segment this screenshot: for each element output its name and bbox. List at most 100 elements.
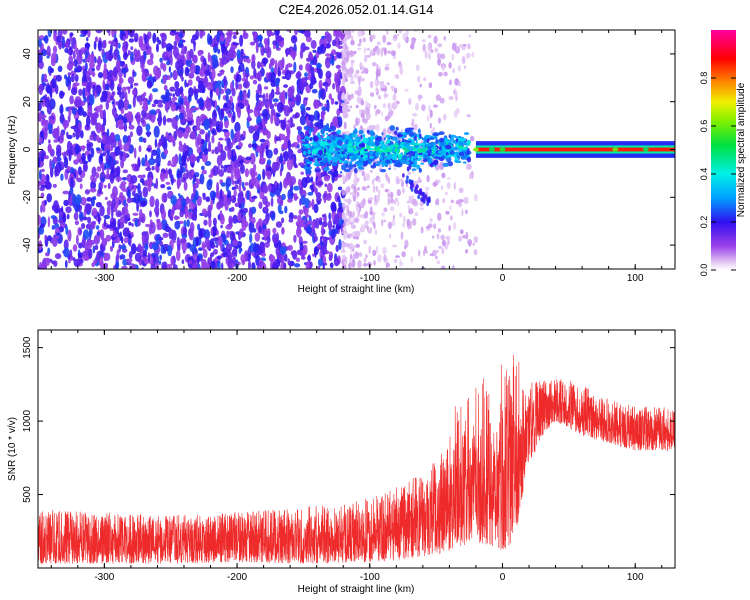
spectrogram-noise-cell (208, 64, 212, 72)
x-tick-label: -200 (227, 273, 247, 284)
spectrogram-noise-cell (140, 200, 147, 207)
spectrogram-noise-cell (128, 221, 132, 226)
spectrogram-noise-cell (145, 167, 152, 172)
spectrogram-faint-cell (364, 106, 370, 115)
spectrogram-faint-cell (363, 119, 368, 124)
spectrogram-noise-cell (127, 76, 134, 85)
spectrogram-noise-cell (297, 178, 302, 187)
spectrogram-noise-cell (52, 156, 58, 164)
spectrogram-faint-cell (361, 78, 365, 82)
spectrogram-noise-cell (287, 119, 291, 124)
spectrogram-faint-cell (381, 212, 385, 217)
spectrogram-noise-cell (189, 153, 196, 164)
spectrogram-faint-cell (435, 198, 440, 206)
spectrogram-faint-cell (411, 41, 415, 50)
spectrogram-signal-cell (458, 152, 464, 157)
spectrogram-noise-cell (211, 135, 215, 144)
spectrogram-noise-cell (181, 154, 186, 166)
spectrogram-faint-cell (341, 92, 346, 100)
spectrogram-noise-cell (116, 91, 122, 96)
spectrogram-noise-cell (130, 51, 134, 63)
spectrogram-noise-cell (57, 219, 64, 224)
spectrogram-faint-cell (395, 255, 400, 258)
spectrogram-faint-cell (433, 104, 438, 108)
spectrogram-noise-cell (295, 112, 300, 118)
spectrogram-faint-cell (360, 214, 363, 218)
spectrogram-noise-cell (242, 207, 249, 214)
spectrogram-faint-cell (392, 93, 397, 101)
spectrogram-noise-cell (76, 177, 83, 183)
spectrogram-noise-cell (103, 109, 106, 120)
spectrogram-noise-cell (297, 148, 302, 154)
spectrogram-signal-cell (380, 169, 387, 173)
spectrogram-noise-cell (161, 41, 167, 49)
colorbar-tick-label: 0.8 (699, 72, 709, 85)
spectrogram-signal-cell (407, 150, 415, 157)
x-tick-label: -100 (360, 572, 380, 583)
spectrogram-noise-cell (247, 115, 251, 122)
spectrogram-noise-cell (97, 40, 103, 52)
spectrogram-noise-cell (260, 45, 265, 56)
spectrogram-faint-cell (362, 37, 367, 43)
spectrogram-faint-cell (443, 71, 448, 77)
spectrogram-noise-cell (99, 256, 104, 268)
spectrogram-noise-cell (200, 30, 206, 37)
spectrogram-noise-cell (188, 259, 193, 265)
spectrogram-faint-cell (399, 212, 403, 218)
spectrogram-faint-cell (359, 109, 362, 116)
spectrogram-faint-cell (440, 185, 444, 190)
spectrogram-noise-cell (163, 51, 169, 57)
spectrogram-noise-cell (77, 252, 84, 258)
spectrogram-noise-cell (335, 64, 341, 69)
spectrogram-noise-cell (217, 141, 221, 153)
spectrogram-signal-cell (321, 157, 329, 164)
spectrogram-noise-cell (105, 99, 110, 111)
spectrogram-signal-cell (319, 162, 326, 167)
spectrogram-noise-cell (120, 158, 125, 169)
spectrogram-noise-cell (339, 105, 343, 112)
spectrogram-signal-cell (358, 136, 362, 142)
spectrogram-noise-cell (243, 58, 248, 63)
spectrogram-noise-cell (38, 102, 42, 112)
spectrogram-noise-cell (283, 105, 291, 117)
spectrogram-noise-cell (74, 69, 81, 73)
spectrogram-noise-cell (178, 144, 185, 152)
spectrogram-noise-cell (161, 33, 167, 42)
spectrogram-faint-cell (350, 93, 354, 99)
spectrogram-noise-cell (125, 258, 133, 263)
spectrogram-signal-cell (358, 157, 363, 162)
spectrogram-faint-cell (375, 109, 381, 115)
spectrogram-noise-cell (146, 58, 154, 66)
spectrogram-noise-cell (130, 46, 134, 50)
spectrogram-noise-cell (196, 155, 200, 163)
spectrogram-signal-cell (354, 167, 358, 174)
spectrogram-noise-cell (219, 120, 224, 130)
spectrogram-noise-cell (87, 216, 92, 224)
spectrogram-noise-cell (73, 258, 81, 267)
spectrogram-signal-cell (443, 138, 448, 143)
spectrogram-noise-cell (246, 92, 250, 99)
spectrogram-signal-cell (310, 142, 316, 145)
spectrogram-faint-cell (389, 110, 394, 115)
spectrogram-noise-cell (287, 244, 293, 251)
spectrogram-noise-cell (263, 86, 269, 90)
spectrogram-faint-cell (343, 232, 348, 240)
spectrogram-noise-cell (104, 196, 108, 201)
spectrogram-noise-cell (97, 55, 102, 68)
spectrogram-noise-cell (69, 186, 74, 195)
spectrogram-noise-cell (68, 55, 73, 64)
spectrogram-signal-cell (306, 163, 311, 168)
spectrogram-noise-cell (300, 30, 305, 34)
spectrogram-noise-cell (283, 262, 287, 269)
spectrogram-faint-cell (405, 30, 409, 36)
spectrogram-faint-cell (409, 209, 412, 214)
spectrogram-noise-cell (239, 248, 243, 252)
spectrogram-faint-cell (344, 176, 349, 181)
spectrogram-noise-cell (56, 35, 61, 43)
spectrogram-noise-cell (252, 244, 260, 253)
spectrogram-faint-cell (426, 226, 430, 229)
spectrogram-faint-cell (362, 263, 368, 267)
spectrogram-noise-cell (129, 131, 133, 138)
spectrogram-noise-cell (329, 262, 334, 269)
spectrogram-noise-cell (74, 74, 79, 82)
